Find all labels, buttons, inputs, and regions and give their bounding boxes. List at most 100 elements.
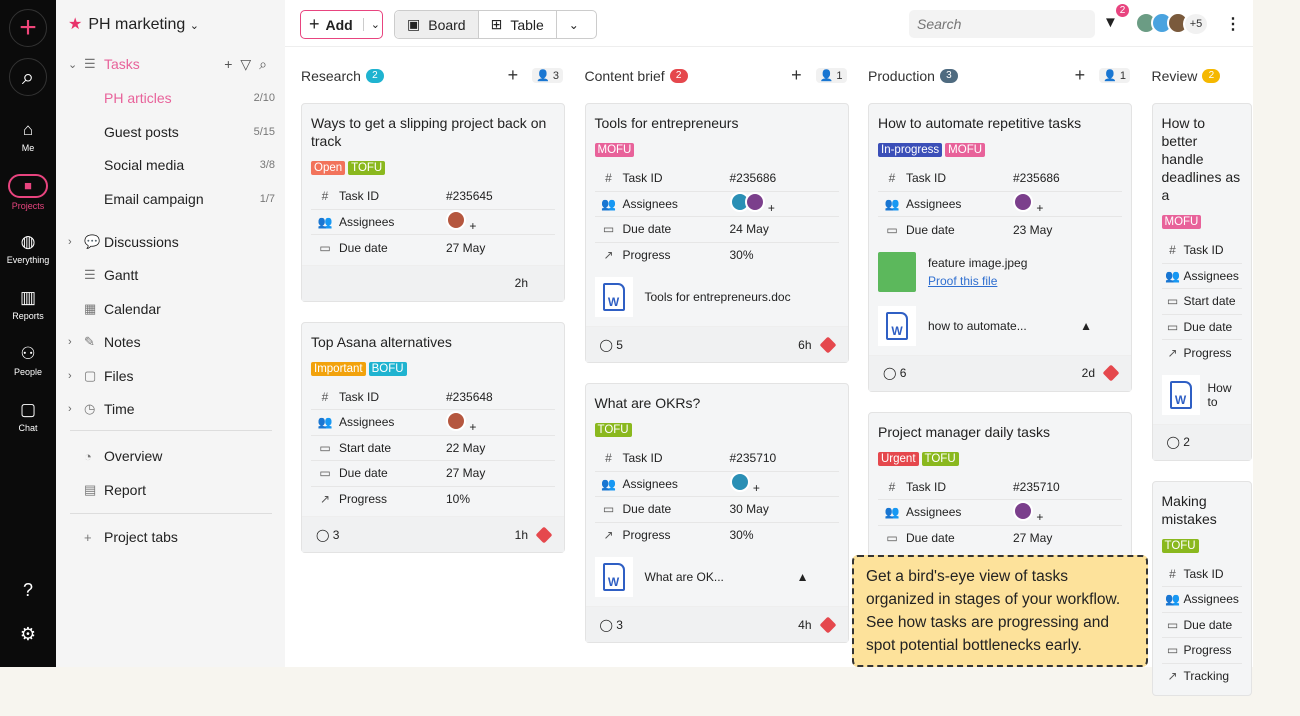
assignees[interactable]: +	[1013, 192, 1043, 215]
word-glyph: W	[602, 563, 625, 591]
people-icon: ⚇	[20, 344, 36, 363]
column-people-count[interactable]: 👤 3	[532, 68, 563, 83]
column-actions: + 👤 1	[791, 65, 847, 86]
attachment[interactable]: W What are OK... ▲	[594, 552, 839, 602]
field-label: Assignees	[622, 196, 678, 211]
rail-item-people[interactable]: ⚇ People	[0, 344, 56, 377]
members[interactable]: +5	[1135, 12, 1209, 36]
attachment[interactable]: W How to	[1161, 370, 1242, 420]
filter-button[interactable]: ▼ 2	[1103, 4, 1133, 34]
field-row: 👥 Assignees +	[311, 410, 555, 436]
proof-link[interactable]: Proof this file	[928, 273, 998, 288]
card-tags: TOFU	[594, 420, 839, 438]
tab-board[interactable]: ▣ Board	[395, 11, 479, 38]
task-card[interactable]: Project manager daily tasks Urgent TOFU # Ta…	[868, 411, 1132, 558]
field-label: Due date	[906, 531, 955, 546]
comment-count[interactable]: ◯ 6	[883, 366, 907, 380]
attachment-name: feature image.jpeg	[928, 255, 1028, 270]
card-footer: ◯ 6 2d	[869, 354, 1131, 391]
sidebar-tasks[interactable]: ⌄ ☰ Tasks +▽⌕	[68, 55, 275, 73]
tag: TOFU	[348, 161, 386, 175]
sidebar-item-report[interactable]: ▤ Report	[84, 482, 147, 498]
rail-item-chat[interactable]: ▢ Chat	[0, 400, 56, 433]
comment-count[interactable]: ◯ 3	[316, 527, 340, 542]
help-icon[interactable]: ?	[22, 580, 33, 600]
add-assignee-icon[interactable]: +	[466, 219, 477, 234]
project-selector[interactable]: ★ PH marketing ⌄	[68, 16, 199, 33]
sidebar-item-files[interactable]: › ▢ Files	[56, 364, 285, 388]
assignees[interactable]: +	[446, 410, 477, 434]
add-assignee-icon[interactable]: +	[749, 481, 760, 496]
word-file-icon: W	[1161, 374, 1200, 415]
attachment[interactable]: W Tools for entrepreneurs.doc	[594, 272, 839, 322]
assignees[interactable]: +	[1013, 500, 1044, 524]
field-icon: #	[605, 451, 612, 466]
avatar	[744, 192, 765, 213]
card-tags: Urgent TOFU	[878, 449, 1122, 467]
task-actions[interactable]: +▽⌕	[224, 55, 275, 72]
add-card-icon[interactable]: +	[507, 65, 519, 85]
add-card-icon[interactable]: +	[1074, 65, 1086, 85]
column-people-count[interactable]: 👤 1	[815, 68, 847, 83]
search-button[interactable]: ⌕	[9, 58, 47, 96]
add-assignee-icon[interactable]: +	[1033, 201, 1044, 216]
sidebar-item-discussions[interactable]: › 💬 Discussions	[56, 230, 285, 254]
rail-item-projects[interactable]: ■ Projects	[0, 174, 56, 211]
assignees[interactable]: +	[729, 472, 760, 496]
attachment[interactable]: feature image.jpeg Proof this file	[878, 247, 1122, 297]
create-button[interactable]: +	[9, 9, 47, 47]
tag: TOFU	[921, 451, 959, 466]
comment-count[interactable]: ◯ 2	[1166, 435, 1190, 449]
more-icon[interactable]: ⋮	[1225, 16, 1241, 33]
add-button[interactable]: + Add ⌄	[300, 10, 383, 39]
sidebar-task-list[interactable]: PH articles 2/10	[56, 86, 285, 110]
settings-icon[interactable]: ⚙	[19, 624, 37, 644]
task-card[interactable]: How to better handle deadlines as a MOFU #…	[1151, 103, 1252, 461]
card-fields: # Task ID #235710 👥 Assignees + ▭ Due date 30 M…	[594, 446, 839, 548]
assignees[interactable]: +	[729, 192, 775, 216]
field-icon: 👥	[884, 196, 900, 211]
field-label: Progress	[622, 528, 671, 543]
field-icon: #	[1169, 566, 1176, 581]
chevron-down-icon[interactable]: ⌄	[362, 18, 380, 31]
add-project-tab[interactable]: + Project tabs	[84, 529, 178, 545]
task-card[interactable]: Making mistakes TOFU # Task ID 👥 Assignees ▭ Du…	[1151, 480, 1252, 696]
add-assignee-icon[interactable]: +	[764, 201, 775, 216]
files-icon: ▢	[84, 367, 97, 383]
task-card[interactable]: How to automate repetitive tasks In-progr…	[868, 103, 1132, 392]
task-card[interactable]: Tools for entrepreneurs MOFU # Task ID #2356…	[584, 103, 849, 363]
card-footer: ◯ 3 4h	[585, 606, 848, 642]
sidebar-item-notes[interactable]: › ✎ Notes	[56, 330, 285, 354]
sidebar-item-gantt[interactable]: ☰ Gantt	[56, 263, 285, 287]
view-dropdown[interactable]: ⌄	[568, 17, 579, 32]
sidebar-task-list[interactable]: Guest posts 5/15	[56, 120, 285, 144]
column-production: Production 3 + 👤 1 How to automate repetitiv…	[868, 48, 1132, 578]
field-icon: ▭	[602, 502, 615, 517]
rail-item-reports[interactable]: ▥ Reports	[0, 288, 56, 321]
field-row: ↗ Progress	[1162, 340, 1242, 366]
add-assignee-icon[interactable]: +	[466, 419, 477, 434]
sidebar-item-overview[interactable]: ◔ Overview	[84, 448, 163, 464]
sidebar-task-list[interactable]: Social media 3/8	[56, 153, 285, 177]
add-card-icon[interactable]: +	[791, 65, 802, 85]
add-assignee-icon[interactable]: +	[1033, 509, 1044, 524]
task-card[interactable]: Ways to get a slipping project back on t…	[301, 103, 565, 302]
tab-table[interactable]: ⊞ Table	[479, 11, 557, 38]
assignees[interactable]: +	[446, 210, 476, 233]
sidebar-task-list[interactable]: Email campaign 1/7	[56, 187, 285, 211]
rail-item-me[interactable]: ⌂ Me	[0, 120, 56, 153]
rail-item-everything[interactable]: ◍ Everything	[0, 232, 56, 265]
comment-count[interactable]: ◯ 5	[599, 337, 623, 352]
field-value: 27 May	[446, 466, 486, 481]
avatar	[1013, 500, 1033, 521]
search-input[interactable]	[909, 10, 1095, 38]
sidebar-item-calendar[interactable]: ▦ Calendar	[56, 297, 285, 321]
field-label: Start date	[1183, 294, 1236, 309]
task-card[interactable]: Top Asana alternatives Important BOFU # Task…	[301, 321, 565, 553]
task-card[interactable]: What are OKRs? TOFU # Task ID #235710 👥 Assign…	[584, 383, 849, 643]
comment-count[interactable]: ◯ 3	[599, 617, 623, 632]
sidebar-item-time[interactable]: › ◷ Time	[56, 397, 285, 421]
field-value: 23 May	[1013, 222, 1053, 237]
column-people-count[interactable]: 👤 1	[1099, 68, 1130, 83]
